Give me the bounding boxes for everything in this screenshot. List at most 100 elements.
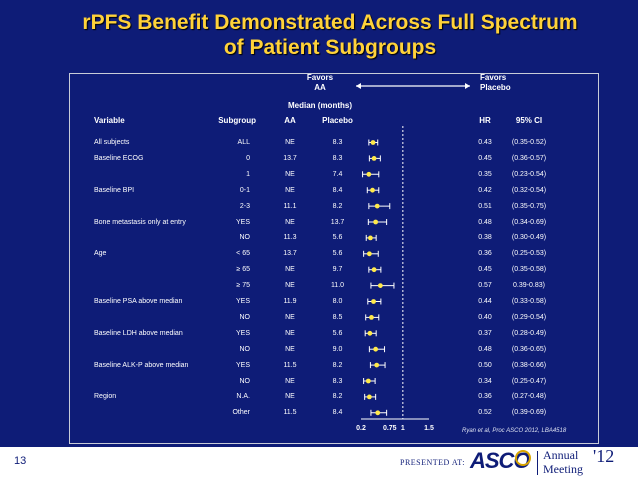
- row-subgroup: < 65: [236, 250, 250, 258]
- row-aa-median: 13.7: [283, 250, 297, 258]
- hr-point: [366, 171, 372, 177]
- row-ci: (0.25-0.53): [511, 250, 547, 258]
- row-subgroup: NO: [239, 345, 251, 353]
- row-ci: 0.39-0.83): [513, 282, 545, 290]
- row-ci: (0.29-0.54): [511, 313, 547, 321]
- row-aa-median: 11.1: [283, 202, 297, 210]
- hr-point: [373, 219, 379, 225]
- citation: Ryan et al, Proc ASCO 2012, LBA4518: [462, 428, 567, 434]
- row-subgroup: YES: [235, 361, 250, 369]
- slide-title: rPFS Benefit Demonstrated Across Full Sp…: [82, 11, 578, 59]
- hr-point: [370, 187, 375, 193]
- column-header-ci: 95% CI: [515, 116, 543, 125]
- row-placebo-median: 9.7: [332, 266, 343, 274]
- row-variable: Bone metastasis only at entry: [94, 218, 186, 226]
- row-ci: (0.35-0.75): [511, 202, 547, 210]
- x-tick-label: 0.2: [356, 425, 366, 432]
- row-hr: 0.35: [478, 170, 492, 178]
- row-hr: 0.45: [478, 266, 492, 274]
- x-tick-label: 1.5: [424, 425, 434, 432]
- hr-point: [369, 315, 374, 320]
- row-aa-median: 11.5: [283, 361, 297, 369]
- row-subgroup: ≥ 65: [236, 266, 250, 274]
- row-hr: 0.42: [478, 186, 492, 194]
- row-ci: (0.30-0.49): [511, 234, 547, 242]
- row-hr: 0.52: [478, 409, 492, 417]
- row-variable: Baseline PSA above median: [94, 298, 183, 305]
- row-variable: Baseline LDH above median: [94, 329, 183, 337]
- hr-point: [366, 251, 372, 257]
- favors-aa-arrow-head: [356, 83, 361, 89]
- meeting-label: Meeting: [543, 462, 583, 476]
- row-aa-median: NE: [285, 282, 295, 290]
- row-ci: (0.35-0.52): [511, 139, 547, 146]
- favors-placebo-label-2: Placebo: [480, 83, 511, 92]
- row-aa-median: NE: [285, 186, 295, 194]
- row-aa-median: NE: [285, 377, 295, 385]
- row-subgroup: NO: [239, 234, 251, 242]
- row-subgroup: 1: [246, 170, 250, 178]
- hr-point: [377, 283, 383, 288]
- row-placebo-median: 8.2: [332, 393, 343, 401]
- row-subgroup: Other: [232, 409, 250, 417]
- row-variable: Age: [94, 250, 107, 258]
- row-ci: (0.27-0.48): [511, 393, 547, 401]
- forest-plot-panel: [69, 73, 599, 444]
- row-ci: (0.25-0.47): [511, 377, 547, 385]
- column-header-subgroup: Subgroup: [218, 116, 256, 125]
- x-tick-label: 1: [400, 425, 405, 432]
- row-variable: Baseline ALK-P above median: [94, 361, 189, 369]
- row-subgroup: N.A.: [236, 393, 250, 401]
- column-header-aa: AA: [284, 116, 296, 125]
- row-hr: 0.37: [478, 329, 492, 337]
- row-hr: 0.45: [478, 154, 492, 162]
- row-ci: (0.28-0.49): [511, 329, 547, 337]
- row-aa-median: NE: [285, 313, 295, 321]
- row-hr: 0.34: [478, 377, 492, 385]
- row-subgroup: YES: [235, 298, 250, 305]
- row-aa-median: 13.7: [283, 154, 297, 162]
- row-aa-median: NE: [285, 218, 295, 226]
- row-ci: (0.32-0.54): [511, 186, 547, 194]
- row-placebo-median: 8.4: [332, 186, 343, 194]
- row-placebo-median: 9.0: [332, 345, 343, 353]
- hr-point: [374, 203, 380, 209]
- row-placebo-median: 8.3: [332, 154, 343, 162]
- presented-at-label: PRESENTED AT:: [400, 458, 465, 467]
- column-header-hr: HR: [479, 116, 491, 125]
- favors-aa-label-1: Favors: [306, 73, 334, 82]
- row-subgroup: ALL: [237, 139, 250, 146]
- row-placebo-median: 5.6: [332, 329, 343, 337]
- year-label: '12: [593, 446, 615, 466]
- hr-point: [371, 156, 377, 161]
- median-header: Median (months): [288, 101, 352, 110]
- row-placebo-median: 13.7: [330, 218, 345, 226]
- row-placebo-median: 8.4: [332, 409, 343, 417]
- row-hr: 0.43: [478, 139, 492, 146]
- row-placebo-median: 11.0: [330, 282, 345, 290]
- hr-point: [366, 394, 372, 400]
- asco-logo-ring-icon: [515, 450, 531, 466]
- row-subgroup: YES: [235, 329, 250, 337]
- annual-label: Annual: [543, 448, 579, 462]
- row-subgroup: ≥ 75: [236, 282, 250, 290]
- hr-point: [368, 235, 373, 241]
- row-placebo-median: 8.5: [332, 313, 343, 321]
- row-variable: Baseline ECOG: [94, 154, 144, 162]
- row-variable: All subjects: [94, 139, 130, 146]
- row-placebo-median: 5.6: [332, 250, 343, 258]
- slide-background: [0, 0, 638, 447]
- row-subgroup: 0: [246, 154, 250, 162]
- row-subgroup: NO: [239, 377, 251, 385]
- row-aa-median: NE: [285, 345, 295, 353]
- hr-point: [371, 267, 377, 273]
- row-variable: Baseline BPI: [94, 186, 135, 194]
- row-ci: (0.23-0.54): [511, 170, 547, 178]
- column-header-variable: Variable: [94, 116, 125, 125]
- row-aa-median: NE: [285, 139, 295, 146]
- row-aa-median: NE: [285, 329, 295, 337]
- row-placebo-median: 8.3: [332, 139, 343, 146]
- row-placebo-median: 5.6: [332, 234, 343, 242]
